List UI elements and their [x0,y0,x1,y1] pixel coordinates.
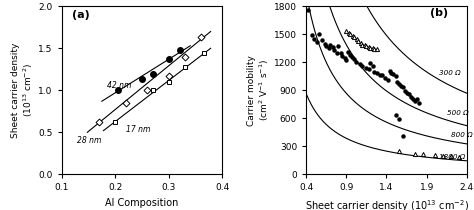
Text: (b): (b) [430,8,448,18]
Text: 42 nm: 42 nm [107,81,132,90]
Text: 1800 Ω: 1800 Ω [439,154,465,160]
X-axis label: Al Composition: Al Composition [105,198,179,208]
Text: 28 nm: 28 nm [77,136,101,145]
Text: 500 Ω: 500 Ω [447,110,468,116]
Text: 17 nm: 17 nm [126,125,150,134]
Y-axis label: Sheet carrier density
(10$^{13}$ cm$^{-2}$): Sheet carrier density (10$^{13}$ cm$^{-2… [11,43,36,138]
X-axis label: Sheet carrier density (10$^{13}$ cm$^{-2}$): Sheet carrier density (10$^{13}$ cm$^{-2… [304,198,468,210]
Text: (a): (a) [73,10,90,20]
Text: 300 Ω: 300 Ω [439,70,460,76]
Text: 800 Ω: 800 Ω [451,133,473,138]
Y-axis label: Carrier mobility
(cm$^{2}$ V$^{-1}$ s$^{-1}$): Carrier mobility (cm$^{2}$ V$^{-1}$ s$^{… [247,55,271,126]
